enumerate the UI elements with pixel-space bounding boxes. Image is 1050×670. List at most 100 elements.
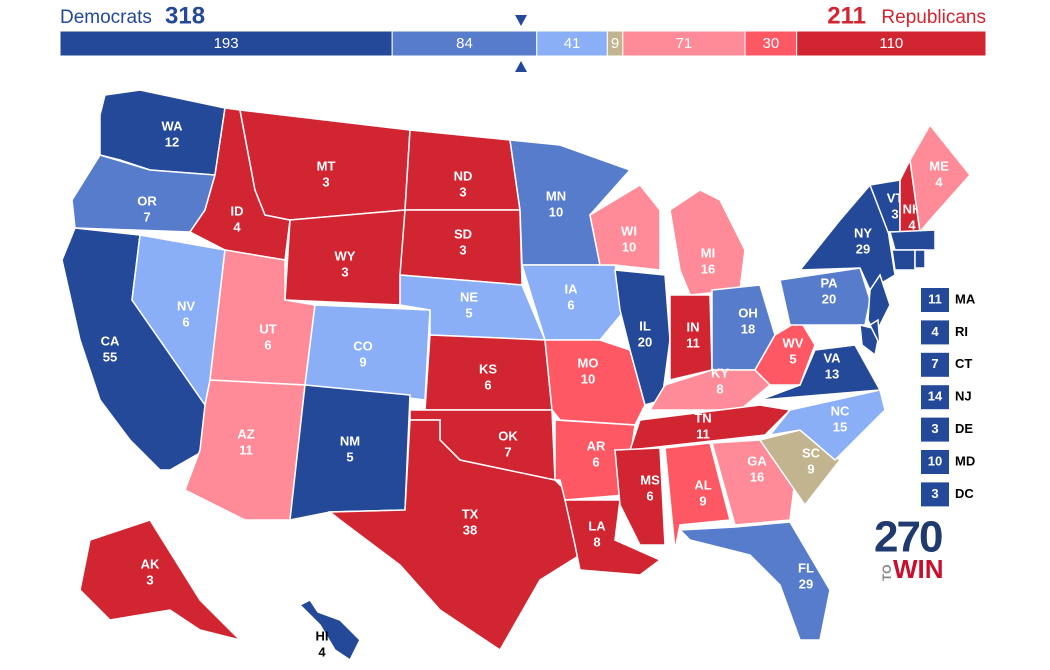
small-state-votes: 14	[928, 389, 943, 404]
segment-label: 110	[879, 35, 903, 52]
state-votes: 11	[686, 335, 700, 350]
rep-label: Republicans	[881, 7, 986, 28]
small-state-box	[921, 482, 949, 507]
state-votes: 3	[322, 174, 329, 189]
segment-label: 30	[763, 35, 780, 52]
state-abbr: ID	[231, 203, 244, 218]
state-votes: 3	[459, 242, 466, 257]
midpoint-marker	[515, 61, 527, 72]
bar-segment	[536, 30, 608, 57]
segment-label: 71	[676, 35, 693, 52]
state	[678, 521, 831, 641]
state-abbr: OK	[498, 428, 518, 443]
small-state-box	[921, 320, 949, 345]
state-votes: 6	[567, 297, 574, 312]
state-abbr: ME	[929, 158, 949, 173]
midpoint-marker	[515, 15, 527, 26]
state-abbr: AZ	[237, 426, 254, 441]
state	[79, 519, 243, 642]
small-state-shape	[891, 249, 916, 271]
dem-total: 318	[165, 2, 205, 29]
state-votes: 6	[646, 488, 653, 503]
state-votes: 16	[750, 469, 764, 484]
small-state-abbr: NJ	[955, 389, 972, 404]
small-state-shape	[889, 229, 936, 251]
state	[664, 442, 731, 551]
state-votes: 20	[822, 291, 836, 306]
segment-label: 41	[564, 35, 581, 52]
state-votes: 55	[103, 349, 117, 364]
small-state-shape	[867, 273, 891, 337]
small-state-abbr: DC	[955, 486, 974, 501]
state-abbr: AK	[141, 556, 160, 571]
state-abbr: IL	[639, 318, 651, 333]
state-abbr: WI	[621, 223, 637, 238]
small-state-shape	[869, 318, 881, 346]
state-votes: 4	[233, 219, 241, 234]
small-state-votes: 3	[931, 486, 938, 501]
state-votes: 18	[741, 321, 755, 336]
state	[758, 429, 842, 507]
small-state-box	[921, 352, 949, 377]
state-abbr: MS	[640, 472, 660, 487]
state-abbr: WY	[335, 248, 356, 263]
small-state-votes: 3	[931, 421, 938, 436]
bar-segment	[796, 30, 987, 57]
state-votes: 9	[359, 354, 366, 369]
state-votes: 3	[891, 206, 898, 221]
vote-bar: 193 84 41 9 71 30 110	[59, 30, 987, 57]
state-votes: 12	[165, 134, 179, 149]
state	[669, 189, 746, 296]
state-abbr: VT	[887, 190, 904, 205]
small-state-abbr: RI	[955, 324, 968, 339]
small-state-abbr: CT	[955, 356, 972, 371]
small-state-votes: 4	[931, 324, 939, 339]
state-votes: 8	[716, 381, 723, 396]
state-abbr: FL	[798, 560, 814, 575]
logo-number: 270	[874, 513, 942, 562]
logo-win: WIN	[893, 554, 944, 584]
state-votes: 10	[549, 204, 563, 219]
state	[768, 389, 886, 462]
state-votes: 10	[622, 239, 636, 254]
state	[628, 404, 792, 451]
state	[779, 267, 871, 326]
state-abbr: SD	[454, 226, 472, 241]
small-state-abbr: MD	[955, 453, 975, 468]
state-abbr: NC	[831, 403, 850, 418]
state-votes: 9	[699, 493, 706, 508]
state	[544, 339, 646, 426]
state-votes: 5	[346, 449, 353, 464]
bar-segment	[622, 30, 746, 57]
state-votes: 3	[459, 184, 466, 199]
state-votes: 29	[799, 576, 813, 591]
state-votes: 15	[833, 419, 847, 434]
state-abbr: NY	[854, 225, 872, 240]
state	[589, 184, 661, 271]
state-votes: 3	[341, 264, 348, 279]
state-votes: 7	[143, 209, 150, 224]
state-abbr: NV	[177, 298, 195, 313]
state	[909, 123, 971, 234]
state	[614, 447, 666, 546]
state-abbr: AL	[694, 477, 711, 492]
bar-segment	[391, 30, 538, 57]
state-abbr: MT	[317, 158, 336, 173]
segment-label: 193	[214, 35, 239, 52]
state-abbr: SC	[802, 445, 821, 460]
state-votes: 29	[856, 241, 870, 256]
small-state-boxes: 11 MA 4 RI 7 CT 14 NJ 3 DE 10 MD 3 DC	[921, 288, 976, 507]
state-votes: 4	[935, 174, 943, 189]
state-votes: 13	[825, 366, 839, 381]
state-votes: 11	[239, 442, 253, 457]
small-state-box	[921, 450, 949, 474]
state-abbr: WA	[162, 118, 184, 133]
logo-to: TO	[880, 565, 894, 581]
state-votes: 10	[581, 371, 595, 386]
state	[298, 599, 361, 662]
state-votes: 3	[146, 572, 153, 587]
state-abbr: NM	[340, 433, 360, 448]
state-abbr: WV	[783, 335, 804, 350]
state-votes: 7	[504, 444, 511, 459]
